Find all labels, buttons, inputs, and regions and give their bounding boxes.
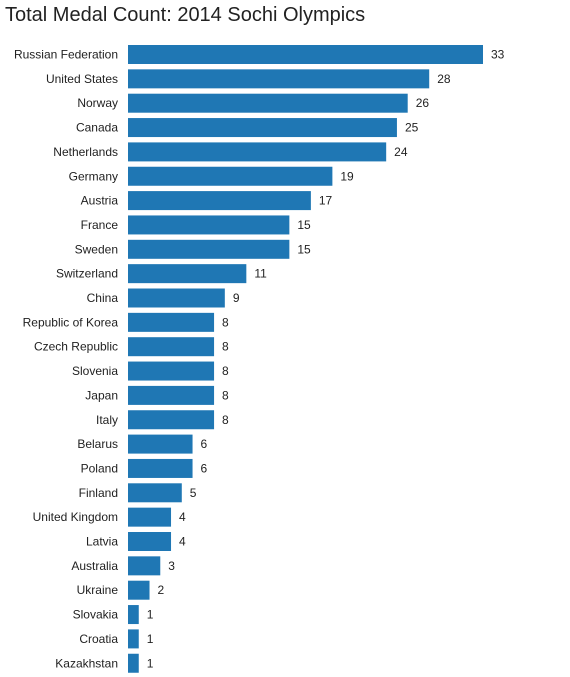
- category-label: Canada: [76, 121, 118, 135]
- category-label: Sweden: [75, 242, 118, 256]
- value-label: 15: [297, 218, 311, 232]
- bar: [128, 434, 193, 454]
- category-label: Italy: [96, 413, 118, 427]
- category-label: United Kingdom: [33, 510, 118, 524]
- bar: [128, 653, 139, 673]
- value-label: 8: [222, 388, 229, 402]
- bar: [128, 410, 215, 430]
- category-label: Slovenia: [72, 364, 118, 378]
- value-label: 4: [179, 510, 186, 524]
- bar: [128, 166, 333, 186]
- chart-title: Total Medal Count: 2014 Sochi Olympics: [5, 4, 366, 26]
- value-label: 8: [222, 413, 229, 427]
- value-label: 4: [179, 535, 186, 549]
- value-label: 17: [319, 194, 333, 208]
- value-label: 33: [491, 48, 505, 62]
- category-label: Kazakhstan: [55, 656, 118, 670]
- bars-layer: [128, 45, 483, 673]
- bar: [128, 507, 172, 527]
- value-label: 2: [158, 583, 165, 597]
- bar: [128, 361, 215, 381]
- bar: [128, 605, 139, 625]
- value-label: 8: [222, 364, 229, 378]
- bar: [128, 69, 430, 89]
- value-label: 1: [147, 656, 154, 670]
- category-label: United States: [46, 72, 118, 86]
- category-label: Croatia: [79, 632, 118, 646]
- value-label: 24: [394, 145, 408, 159]
- bar: [128, 580, 150, 600]
- bar: [128, 629, 139, 649]
- bar: [128, 45, 483, 64]
- value-label: 6: [201, 437, 208, 451]
- bar: [128, 239, 290, 259]
- bar: [128, 312, 215, 332]
- category-label: Japan: [85, 388, 118, 402]
- value-label: 8: [222, 315, 229, 329]
- bar: [128, 264, 247, 284]
- bar: [128, 191, 311, 211]
- category-label: Poland: [81, 461, 118, 475]
- category-label: Slovakia: [73, 608, 119, 622]
- category-label: Ukraine: [77, 583, 119, 597]
- bar: [128, 556, 161, 576]
- category-label: Czech Republic: [34, 340, 118, 354]
- bar: [128, 142, 387, 162]
- bar: [128, 385, 215, 405]
- value-label: 25: [405, 121, 419, 135]
- bar: [128, 288, 225, 308]
- value-label: 3: [168, 559, 175, 573]
- bar: [128, 483, 182, 503]
- value-label: 9: [233, 291, 240, 305]
- value-label: 11: [254, 267, 267, 281]
- category-label: Austria: [81, 194, 119, 208]
- bar: [128, 337, 215, 357]
- bar: [128, 458, 193, 478]
- category-label: Latvia: [86, 535, 118, 549]
- category-label: Netherlands: [53, 145, 118, 159]
- category-label: Belarus: [77, 437, 118, 451]
- bar: [128, 532, 172, 551]
- value-label: 8: [222, 340, 229, 354]
- category-label: Russian Federation: [14, 48, 118, 62]
- category-label: Germany: [69, 169, 118, 183]
- value-label: 1: [147, 632, 154, 646]
- category-label: Norway: [77, 96, 118, 110]
- value-label: 15: [297, 242, 311, 256]
- value-label: 1: [147, 608, 154, 622]
- category-label: Australia: [71, 559, 118, 573]
- category-label: Republic of Korea: [23, 315, 119, 329]
- value-label: 6: [201, 461, 208, 475]
- category-label: France: [81, 218, 119, 232]
- value-label: 28: [437, 72, 451, 86]
- value-label: 26: [416, 96, 430, 110]
- value-label: 19: [340, 169, 354, 183]
- value-label: 5: [190, 486, 197, 500]
- bar: [128, 93, 408, 113]
- bar: [128, 215, 290, 235]
- category-label: Finland: [79, 486, 118, 500]
- category-label: China: [87, 291, 119, 305]
- category-label: Switzerland: [56, 267, 118, 281]
- bar: [128, 118, 397, 138]
